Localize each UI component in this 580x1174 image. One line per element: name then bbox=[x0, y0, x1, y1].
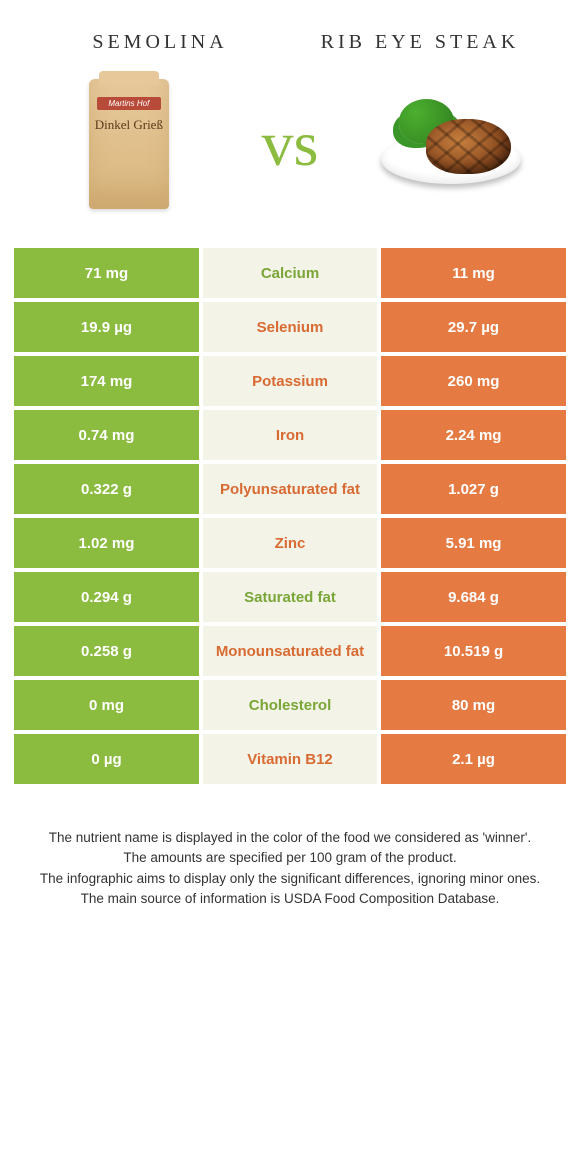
value-right: 1.027 g bbox=[381, 464, 566, 514]
value-right: 260 mg bbox=[381, 356, 566, 406]
product-image-right bbox=[376, 74, 526, 214]
value-left: 1.02 mg bbox=[14, 518, 199, 568]
footnote-line: The nutrient name is displayed in the co… bbox=[30, 828, 550, 848]
nutrient-table: 71 mgCalcium11 mg19.9 µgSelenium29.7 µg1… bbox=[10, 244, 570, 788]
value-right: 2.24 mg bbox=[381, 410, 566, 460]
bag-brand-label: Martins Hof bbox=[97, 97, 161, 110]
vs-label: vs bbox=[262, 107, 319, 181]
value-right: 10.519 g bbox=[381, 626, 566, 676]
value-left: 71 mg bbox=[14, 248, 199, 298]
value-left: 0 µg bbox=[14, 734, 199, 784]
table-row: 0.322 gPolyunsaturated fat1.027 g bbox=[14, 464, 566, 514]
header: SEMOLINA RIB EYE STEAK bbox=[10, 0, 570, 64]
nutrient-label: Iron bbox=[203, 410, 377, 460]
nutrient-label: Monounsaturated fat bbox=[203, 626, 377, 676]
value-right: 2.1 µg bbox=[381, 734, 566, 784]
semolina-bag-icon: Martins Hof Dinkel Grieß bbox=[89, 79, 169, 209]
footnote-line: The main source of information is USDA F… bbox=[30, 889, 550, 909]
footnote-line: The amounts are specified per 100 gram o… bbox=[30, 848, 550, 868]
header-left: SEMOLINA bbox=[30, 30, 290, 54]
header-right: RIB EYE STEAK bbox=[290, 30, 550, 54]
nutrient-label: Selenium bbox=[203, 302, 377, 352]
table-row: 0 µgVitamin B122.1 µg bbox=[14, 734, 566, 784]
title-left: SEMOLINA bbox=[30, 30, 290, 54]
nutrient-label: Calcium bbox=[203, 248, 377, 298]
infographic-container: SEMOLINA RIB EYE STEAK Martins Hof Dinke… bbox=[0, 0, 580, 939]
value-right: 11 mg bbox=[381, 248, 566, 298]
table-row: 71 mgCalcium11 mg bbox=[14, 248, 566, 298]
table-row: 174 mgPotassium260 mg bbox=[14, 356, 566, 406]
value-right: 80 mg bbox=[381, 680, 566, 730]
nutrient-label: Polyunsaturated fat bbox=[203, 464, 377, 514]
footnote-line: The infographic aims to display only the… bbox=[30, 869, 550, 889]
title-right: RIB EYE STEAK bbox=[290, 30, 550, 54]
table-row: 1.02 mgZinc5.91 mg bbox=[14, 518, 566, 568]
table-row: 0.258 gMonounsaturated fat10.519 g bbox=[14, 626, 566, 676]
nutrient-label: Saturated fat bbox=[203, 572, 377, 622]
steak-plate-icon bbox=[381, 94, 521, 194]
bag-product-text: Dinkel Grieß bbox=[89, 117, 169, 133]
footnotes: The nutrient name is displayed in the co… bbox=[10, 788, 570, 939]
value-left: 0.74 mg bbox=[14, 410, 199, 460]
value-left: 0 mg bbox=[14, 680, 199, 730]
nutrient-label: Cholesterol bbox=[203, 680, 377, 730]
value-right: 9.684 g bbox=[381, 572, 566, 622]
value-right: 5.91 mg bbox=[381, 518, 566, 568]
product-image-left: Martins Hof Dinkel Grieß bbox=[54, 74, 204, 214]
table-row: 19.9 µgSelenium29.7 µg bbox=[14, 302, 566, 352]
table-row: 0.74 mgIron2.24 mg bbox=[14, 410, 566, 460]
steak-icon bbox=[426, 119, 511, 174]
value-left: 0.258 g bbox=[14, 626, 199, 676]
product-images-row: Martins Hof Dinkel Grieß vs bbox=[10, 64, 570, 244]
value-left: 19.9 µg bbox=[14, 302, 199, 352]
value-left: 0.294 g bbox=[14, 572, 199, 622]
value-left: 0.322 g bbox=[14, 464, 199, 514]
table-row: 0 mgCholesterol80 mg bbox=[14, 680, 566, 730]
nutrient-label: Vitamin B12 bbox=[203, 734, 377, 784]
nutrient-label: Potassium bbox=[203, 356, 377, 406]
table-row: 0.294 gSaturated fat9.684 g bbox=[14, 572, 566, 622]
nutrient-label: Zinc bbox=[203, 518, 377, 568]
value-left: 174 mg bbox=[14, 356, 199, 406]
value-right: 29.7 µg bbox=[381, 302, 566, 352]
